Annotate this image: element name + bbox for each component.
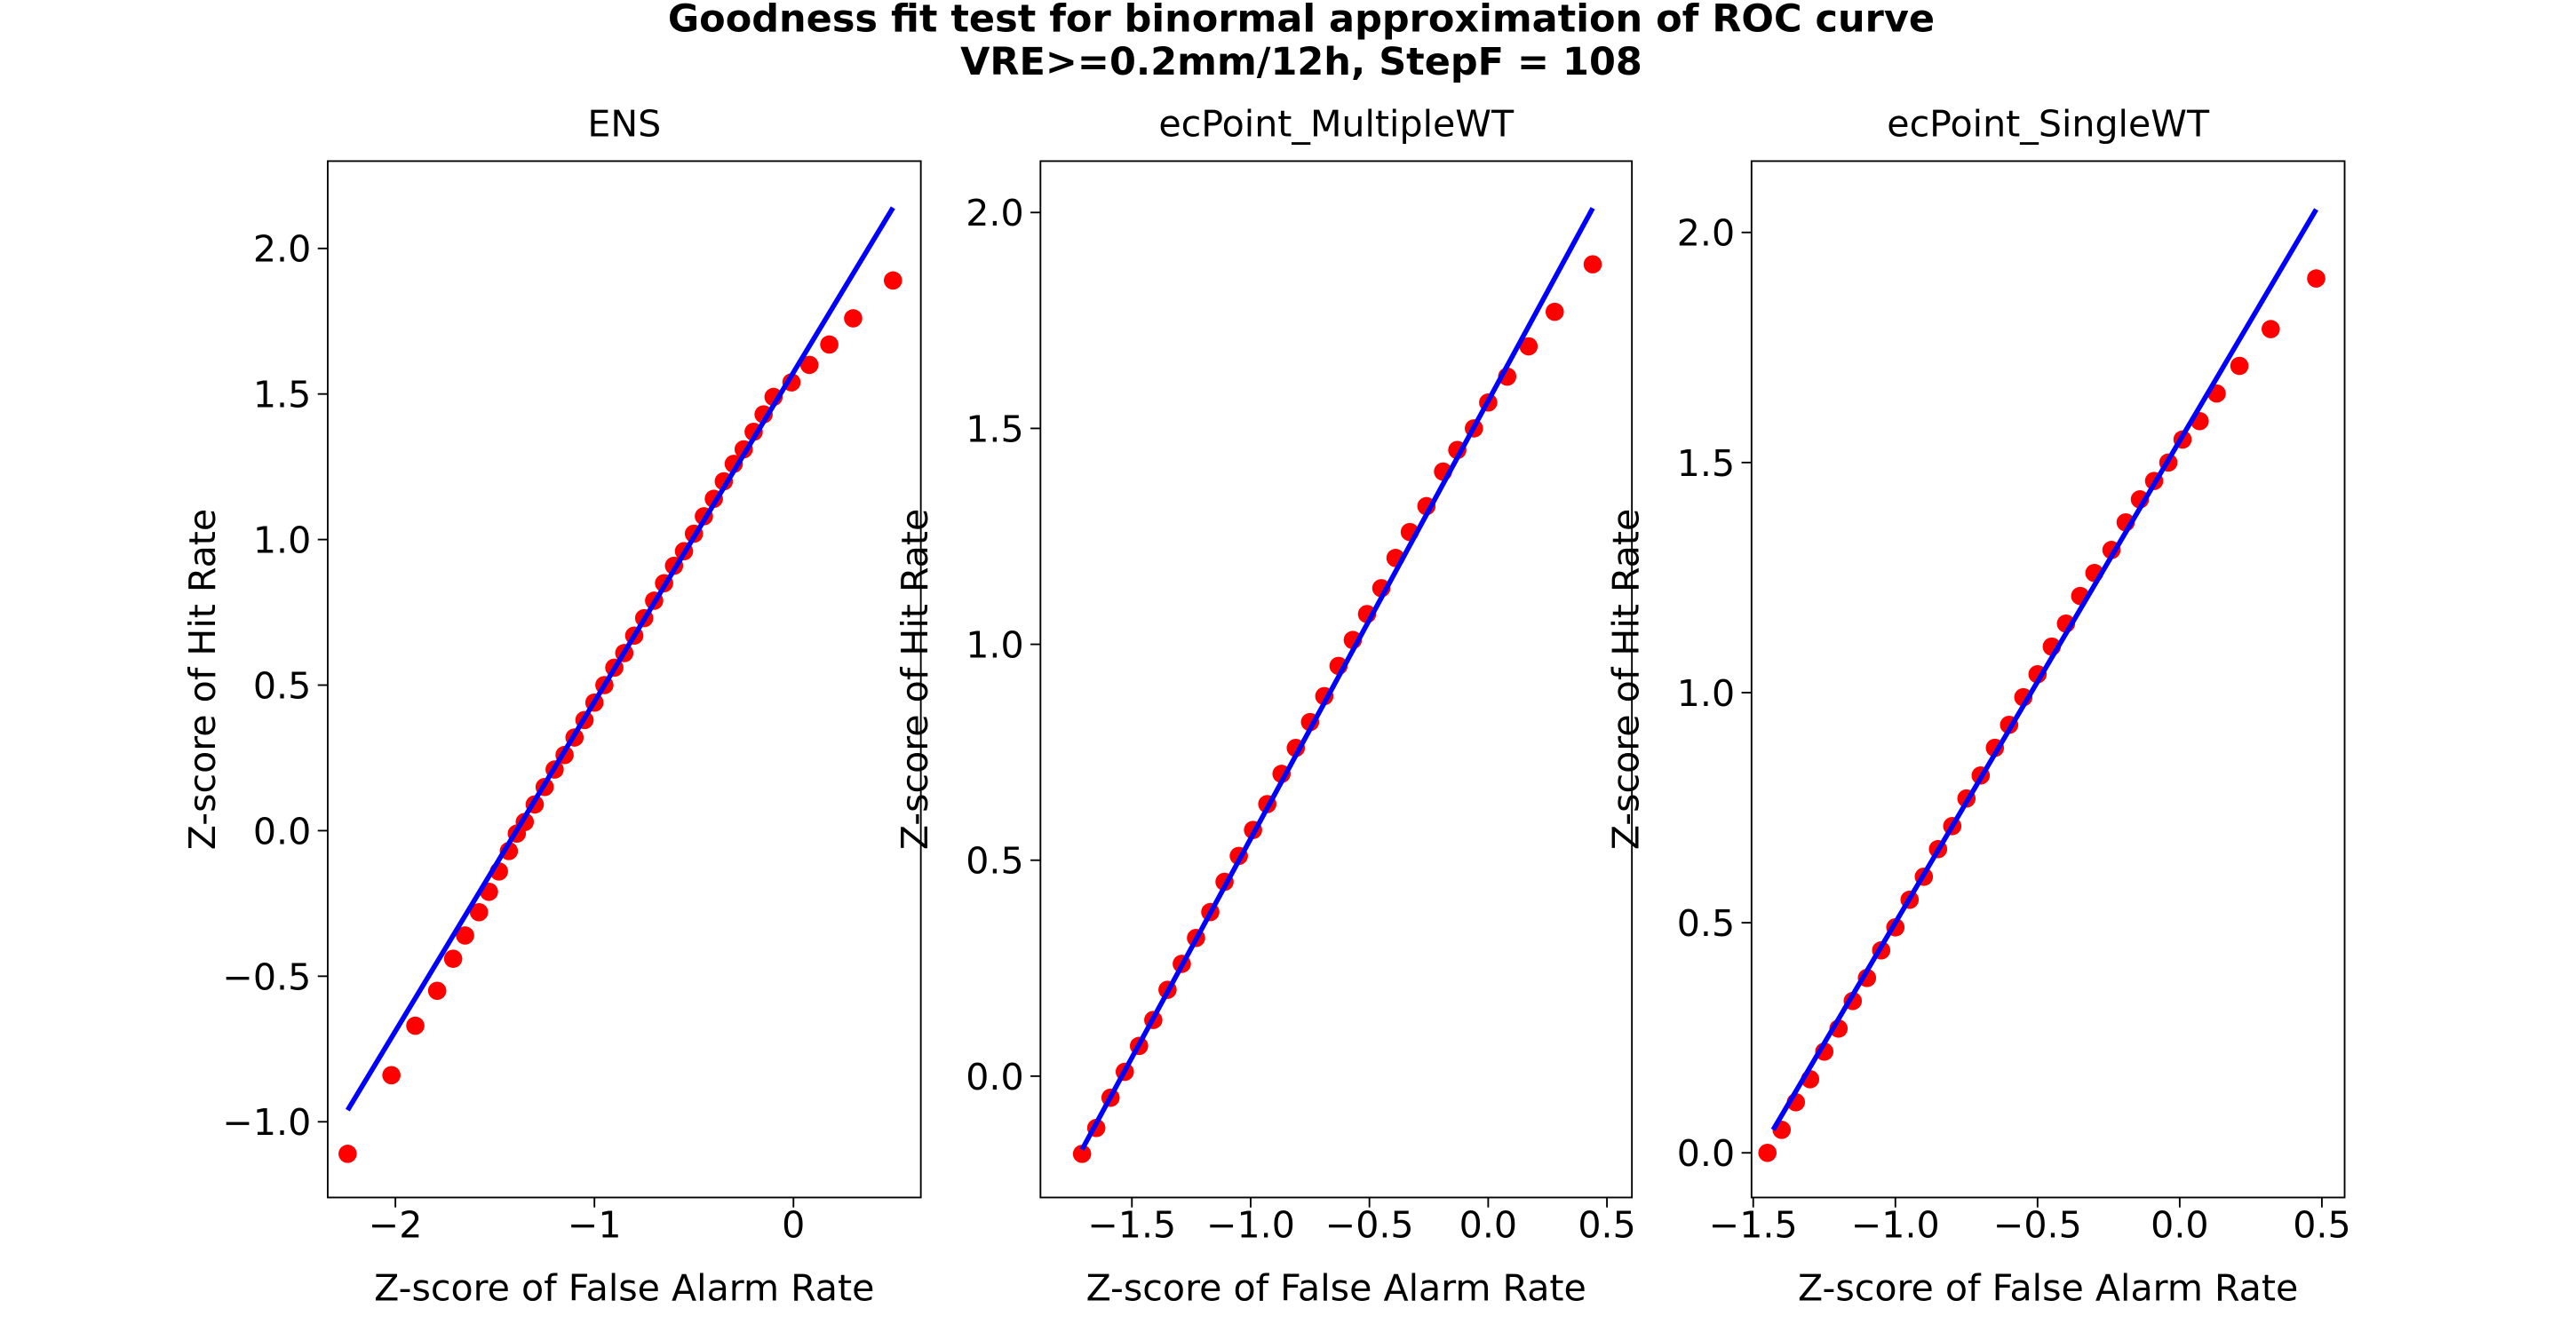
x-tick-label: −2	[369, 1203, 423, 1246]
data-point	[1583, 255, 1602, 274]
x-tick-label: −1	[568, 1203, 622, 1246]
axes-frame	[1039, 160, 1634, 1199]
x-tick-label: 0.0	[1459, 1203, 1517, 1246]
y-tick-label: 0.5	[966, 840, 1023, 883]
axes-frame	[327, 160, 922, 1199]
data-point	[406, 1016, 425, 1035]
x-axis-label: Z-score of False Alarm Rate	[1086, 1266, 1586, 1309]
x-tick-label: −0.5	[1993, 1203, 2082, 1246]
data-point	[2307, 269, 2326, 288]
data-point	[443, 949, 463, 968]
y-tick-label: 1.0	[253, 519, 311, 562]
y-tick-label: 2.0	[253, 228, 311, 271]
y-tick-label: 1.5	[253, 374, 311, 416]
fit-line	[1079, 207, 1595, 1151]
data-point	[1545, 302, 1564, 321]
data-point	[2230, 356, 2249, 376]
fit-line	[1770, 208, 2318, 1131]
x-tick-label: −1.5	[1709, 1203, 1798, 1246]
data-point	[427, 981, 447, 1001]
y-tick-label: 0.5	[1677, 902, 1735, 945]
fit-line	[345, 206, 895, 1112]
x-tick-label: 0.5	[2293, 1203, 2350, 1246]
y-tick-label: 0.0	[966, 1056, 1023, 1098]
data-point	[456, 926, 474, 945]
y-tick-label: 0.5	[253, 664, 311, 707]
data-point	[1519, 337, 1538, 356]
x-tick-label: 0.0	[2151, 1203, 2208, 1246]
data-point	[884, 271, 902, 290]
y-tick-label: 1.0	[1677, 672, 1735, 715]
y-tick-label: 0.0	[1677, 1132, 1735, 1175]
subplot-title: ENS	[587, 102, 661, 145]
y-axis-label: Z-score of Hit Rate	[1605, 509, 1648, 850]
x-tick-label: 0.5	[1578, 1203, 1635, 1246]
data-point	[382, 1066, 401, 1085]
data-point	[469, 902, 489, 922]
y-tick-label: −0.5	[222, 955, 311, 998]
x-tick-label: −1.0	[1206, 1203, 1295, 1246]
x-tick-label: −1.0	[1851, 1203, 1940, 1246]
y-axis-label: Z-score of Hit Rate	[894, 509, 936, 850]
x-tick-label: 0	[782, 1203, 805, 1246]
axes-frame	[1750, 160, 2346, 1199]
x-tick-label: −0.5	[1325, 1203, 1414, 1246]
x-tick-label: −1.5	[1087, 1203, 1176, 1246]
data-point	[2262, 320, 2280, 338]
subplot-title: ecPoint_SingleWT	[1887, 102, 2210, 145]
y-tick-label: 1.0	[966, 624, 1023, 667]
y-tick-label: 1.5	[966, 408, 1023, 450]
data-point	[844, 309, 863, 328]
x-axis-label: Z-score of False Alarm Rate	[1798, 1266, 2298, 1309]
figure-subtitle: VRE>=0.2mm/12h, StepF = 108	[960, 40, 1642, 84]
figure-title: Goodness fit test for binormal approxima…	[668, 0, 1935, 42]
y-tick-label: 2.0	[966, 192, 1023, 234]
data-point	[820, 335, 839, 354]
x-axis-label: Z-score of False Alarm Rate	[374, 1266, 874, 1309]
data-point	[799, 355, 819, 375]
y-tick-label: 0.0	[253, 810, 311, 852]
data-point	[1758, 1143, 1777, 1162]
data-point	[338, 1145, 357, 1163]
y-tick-label: 2.0	[1677, 212, 1735, 255]
y-tick-label: −1.0	[222, 1101, 311, 1144]
y-axis-label: Z-score of Hit Rate	[181, 509, 224, 850]
subplot-title: ecPoint_MultipleWT	[1158, 102, 1515, 145]
data-point	[1072, 1145, 1092, 1163]
y-tick-label: 1.5	[1677, 442, 1735, 485]
